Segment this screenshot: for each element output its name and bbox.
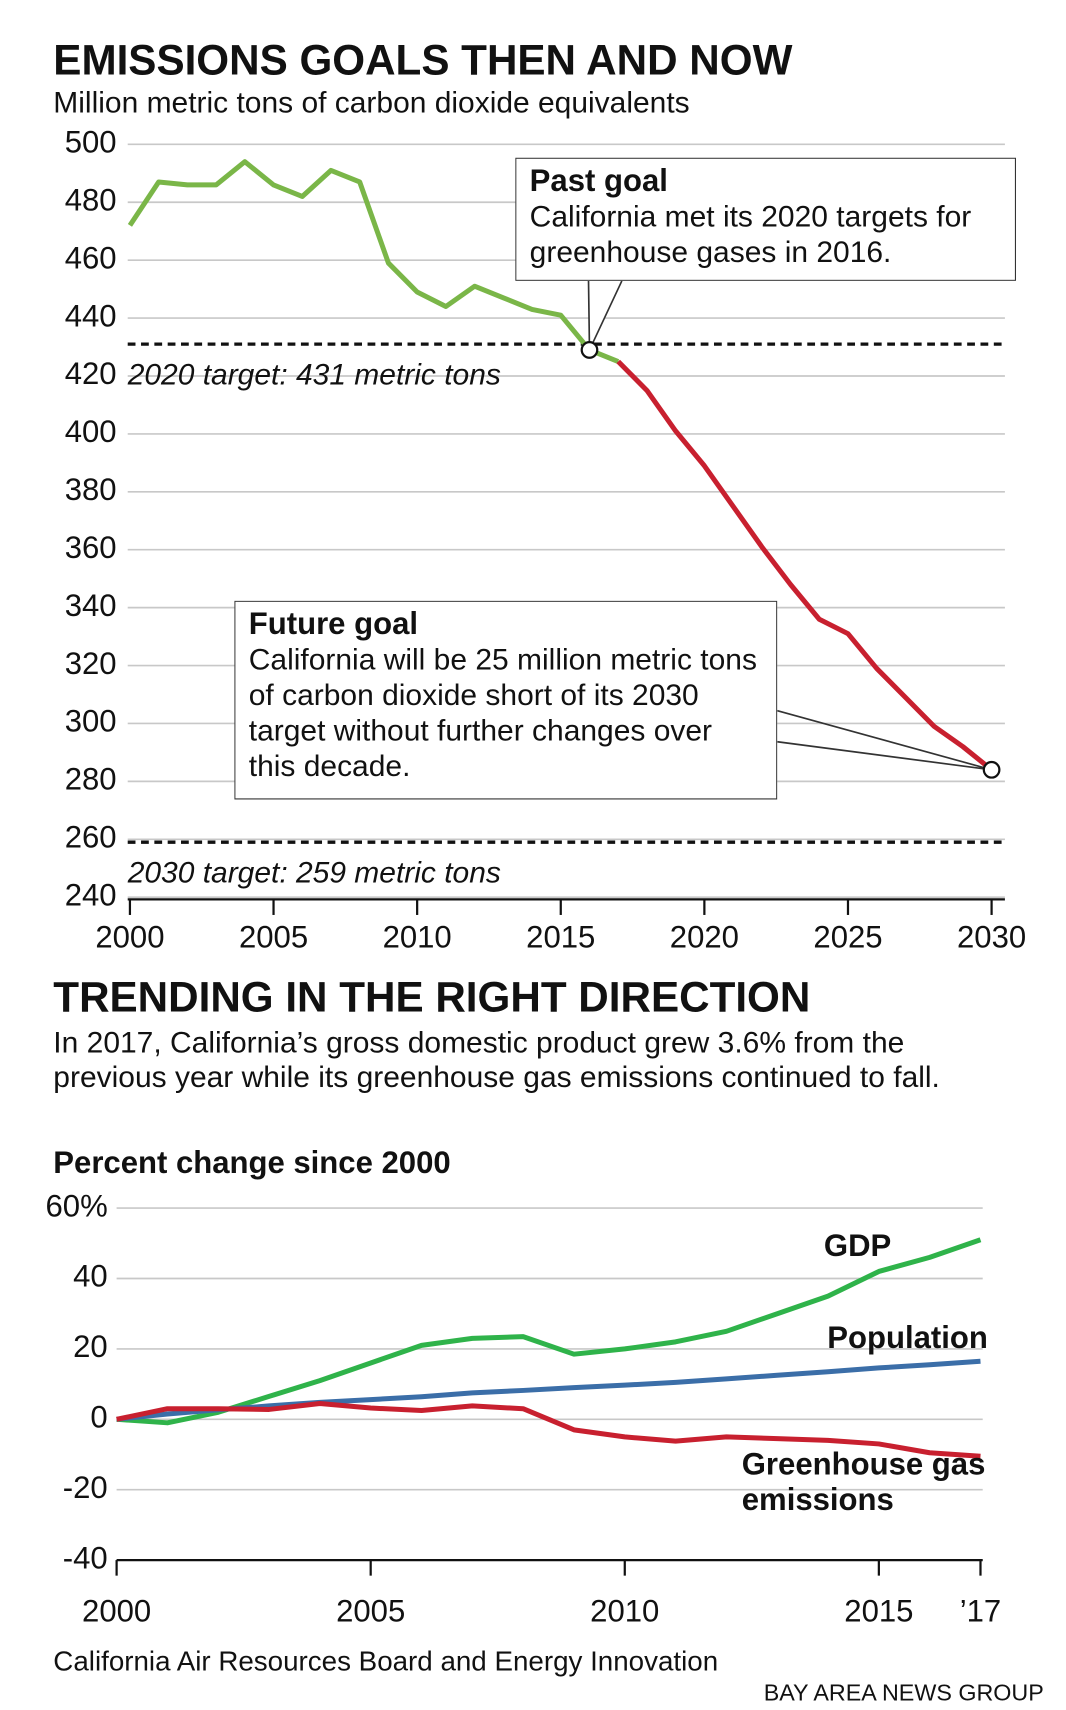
annotation-point: [580, 341, 599, 359]
annotation-pointer: [587, 280, 623, 351]
x-tick-label: 2015: [526, 920, 595, 955]
series-label-box: Greenhouse gas emissions: [741, 1446, 986, 1517]
chart-subtitle: In 2017, California’s gross domestic pro…: [53, 1026, 940, 1094]
series-label-box: Population: [827, 1320, 988, 1355]
x-tick-label: 2000: [95, 920, 164, 955]
y-tick-label: 240: [65, 877, 117, 912]
series-line: [116, 1237, 982, 1426]
x-tick-label: 2000: [82, 1594, 151, 1629]
y-tick-label: 480: [65, 182, 117, 217]
annotation-pointer: [777, 709, 992, 771]
target-label: 2020 target: 431 metric tons: [127, 358, 501, 391]
series-line: [616, 359, 994, 772]
chart-subtitle-box: In 2017, California’s gross domestic pro…: [53, 1026, 940, 1094]
credit: BAY AREA NEWS GROUP: [764, 1680, 1044, 1706]
y-tick-label: 380: [65, 472, 117, 507]
series-label-box: GDP: [823, 1228, 892, 1263]
y-tick-label: 460: [65, 240, 117, 275]
y-tick-label: 0: [90, 1400, 107, 1435]
chart-subtitle: Million metric tons of carbon dioxide eq…: [53, 86, 689, 119]
y-tick-label: -20: [63, 1470, 108, 1505]
y-tick-label: 360: [65, 530, 117, 565]
y-tick-label: 280: [65, 762, 117, 797]
annotation: Past goal California met its 2020 targets…: [515, 157, 1017, 281]
x-tick-label: 2010: [383, 920, 452, 955]
y-tick-label: 440: [65, 298, 117, 333]
y-tick-label: 40: [73, 1259, 108, 1294]
target-label: 2030 target: 259 metric tons: [127, 856, 501, 889]
x-tick-label: ’17: [960, 1594, 1001, 1629]
y-tick-label: -40: [63, 1540, 108, 1575]
annotation-text: California will be 25 million metric ton…: [248, 642, 757, 783]
annotation-point: [982, 760, 1001, 779]
chart-title: TRENDING IN THE RIGHT DIRECTION: [53, 974, 810, 1021]
y-tick-label: 260: [65, 820, 117, 855]
annotation: Future goal California will be 25 million…: [234, 600, 778, 800]
series-line: [116, 1400, 981, 1459]
annotation-text: California met its 2020 targets for gree…: [529, 199, 972, 269]
x-tick-label: 2005: [336, 1594, 405, 1629]
y-tick-label: 340: [65, 588, 117, 623]
y-tick-label: 60%: [46, 1188, 108, 1223]
y-tick-label: 500: [65, 125, 117, 160]
series-line: [127, 159, 620, 364]
x-tick-label: 2015: [844, 1594, 913, 1629]
y-tick-label: 20: [73, 1329, 108, 1364]
chart-title: EMISSIONS GOALS THEN AND NOW: [53, 36, 792, 83]
source: California Air Resources Board and Energ…: [53, 1646, 718, 1677]
y-axis-label: Percent change since 2000: [53, 1145, 450, 1180]
series-label: GDP: [823, 1228, 892, 1263]
x-tick-label: 2005: [239, 920, 308, 955]
annotation-title: Future goal: [248, 606, 419, 641]
x-tick-label: 2030: [957, 920, 1026, 955]
series-label: Population: [827, 1320, 988, 1355]
series-label: Greenhouse gas emissions: [741, 1446, 986, 1517]
y-tick-label: 420: [65, 356, 117, 391]
series-line: [116, 1358, 981, 1422]
y-tick-label: 300: [65, 704, 117, 739]
x-tick-label: 2010: [590, 1594, 659, 1629]
x-tick-label: 2020: [670, 920, 739, 955]
x-tick-label: 2025: [813, 920, 882, 955]
annotation-title: Past goal: [529, 163, 668, 198]
y-tick-label: 400: [65, 414, 117, 449]
y-tick-label: 320: [65, 646, 117, 681]
